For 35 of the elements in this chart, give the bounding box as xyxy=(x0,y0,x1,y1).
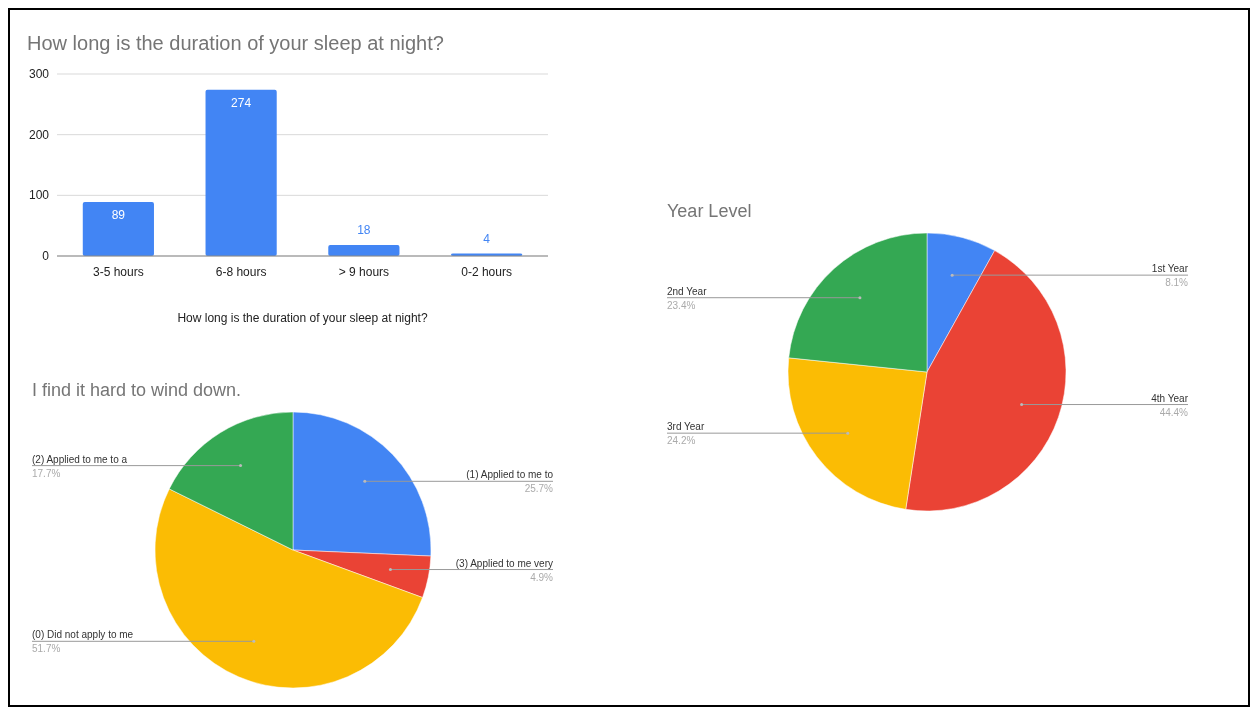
data-label: 25.7% xyxy=(524,483,554,495)
data-label: 18 xyxy=(357,223,371,238)
bar xyxy=(82,202,154,256)
data-label: 4 xyxy=(483,231,491,246)
data-label: 274 xyxy=(231,95,252,110)
data-label: 4.9% xyxy=(530,571,554,583)
bar xyxy=(205,89,277,256)
y-tick-label: 100 xyxy=(28,188,50,203)
y-tick-label: 300 xyxy=(28,67,50,81)
x-tick-label: 0-2 hours xyxy=(461,265,512,279)
data-label: 51.7% xyxy=(32,643,61,655)
y-tick-label: 200 xyxy=(28,127,50,142)
slice-label: 1st Year xyxy=(1151,263,1189,275)
slice-label: (3) Applied to me very xyxy=(455,557,553,569)
slice-label: 3rd Year xyxy=(667,421,705,433)
chart-title: Year Level xyxy=(667,201,752,221)
slice-label: 2nd Year xyxy=(667,285,708,297)
data-label: 17.7% xyxy=(32,467,61,479)
chart-title: How long is the duration of your sleep at night? xyxy=(27,32,444,54)
slice-label: (1) Applied to me to xyxy=(466,469,554,481)
chart-title: I find it hard to wind down. xyxy=(32,380,242,400)
data-label: 23.4% xyxy=(667,299,696,311)
data-label: 44.4% xyxy=(1159,406,1189,418)
y-tick-label: 0 xyxy=(42,249,50,263)
data-label: 89 xyxy=(111,208,126,223)
slice-label: (0) Did not apply to me xyxy=(32,629,134,641)
data-label: 24.2% xyxy=(667,435,696,447)
bar xyxy=(328,245,400,256)
x-tick-label: > 9 hours xyxy=(338,265,390,279)
x-axis-title: How long is the duration of your sleep at night? xyxy=(177,311,428,325)
slice-label: (2) Applied to me to a xyxy=(32,453,128,465)
slice-label: 4th Year xyxy=(1151,392,1189,404)
x-tick-label: 6-8 hours xyxy=(215,265,267,279)
data-label: 8.1% xyxy=(1165,277,1189,289)
x-tick-label: 3-5 hours xyxy=(93,265,144,279)
